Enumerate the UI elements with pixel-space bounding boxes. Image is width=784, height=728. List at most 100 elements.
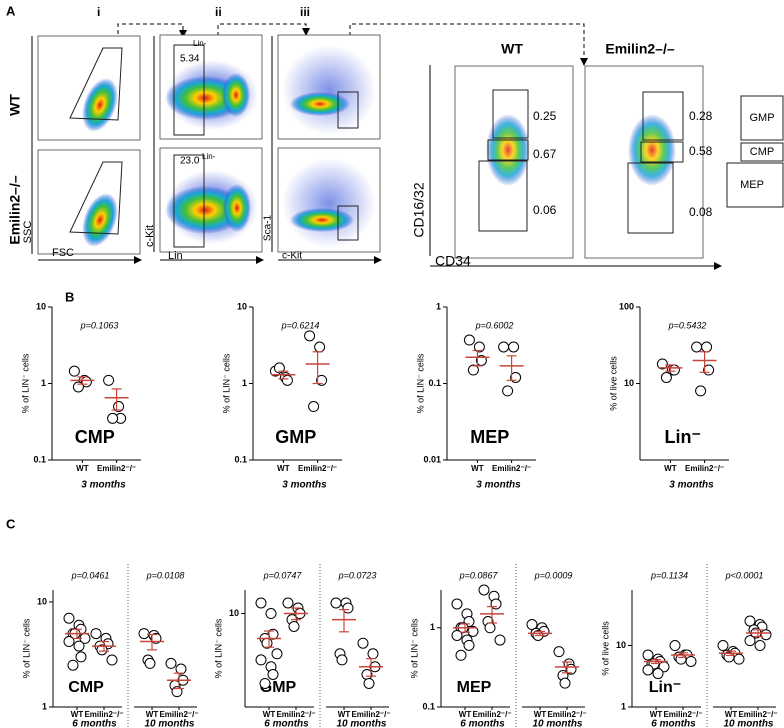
axis-label: c-Kit (282, 251, 302, 262)
gate (173, 154, 205, 248)
chart-title: CMP (68, 679, 104, 696)
gate (337, 91, 359, 129)
chart-title: GMP (275, 427, 316, 447)
panel-label: B (65, 289, 74, 304)
legend-label: GMP (749, 112, 774, 124)
data-point (106, 654, 118, 666)
gate (627, 162, 674, 234)
y-tick-label: 10 (36, 301, 46, 311)
data-point (68, 365, 80, 377)
data-point (314, 341, 326, 353)
p-value: p=0.0009 (534, 570, 573, 580)
gate-value: 0.58 (689, 144, 713, 158)
data-point (760, 629, 772, 641)
gate-label: Lin- (202, 152, 216, 161)
axis-label: FSC (52, 247, 74, 259)
gate-value: 0.67 (533, 147, 557, 161)
data-point (463, 334, 475, 346)
p-value: p=0.0723 (338, 570, 377, 580)
gate (487, 139, 529, 161)
axis-label: Lin (168, 250, 183, 262)
data-point (255, 597, 267, 609)
density (290, 208, 354, 232)
column-title: Emilin2–/– (605, 41, 674, 57)
data-point (63, 612, 75, 624)
data-point (498, 341, 510, 353)
data-point (175, 663, 187, 675)
data-point (357, 637, 369, 649)
data-point (308, 401, 320, 413)
x-tick-label: Emilin2⁻/⁻ (276, 710, 315, 719)
p-value: p=0.0867 (459, 570, 499, 580)
density (628, 114, 676, 186)
y-tick-label: 0.01 (423, 454, 441, 464)
legend-box (740, 142, 784, 162)
data-point (451, 598, 463, 610)
x-tick-label: Emilin2⁻/⁻ (97, 464, 136, 473)
x-tick-label: Emilin2⁻/⁻ (84, 710, 123, 719)
p-value: p=0.6214 (281, 320, 320, 330)
y-tick-label: 10 (624, 378, 634, 388)
data-point (473, 341, 485, 353)
gate (478, 160, 528, 232)
period: 10 months (336, 719, 386, 728)
period: 10 months (532, 719, 582, 728)
x-tick-label: WT (471, 464, 484, 473)
axis-label: Sca-1 (263, 215, 274, 242)
y-tick-label: 10 (37, 596, 47, 606)
y-tick-label: 1 (41, 378, 46, 388)
data-point (73, 640, 85, 652)
axis-label: CD16/32 (411, 182, 427, 237)
legend-box (726, 162, 784, 208)
axis-label: c-Kit (144, 225, 156, 247)
data-point (526, 619, 538, 631)
y-tick-label: 1 (621, 701, 626, 711)
data-point (363, 677, 375, 689)
arrow (217, 23, 310, 36)
data-point (733, 653, 745, 665)
chart-title: MEP (457, 679, 492, 696)
p-value: p=0.0108 (146, 570, 185, 580)
step-label: ii (215, 5, 222, 19)
panel-a: A i ii iii WT Emilin2–/– SSC FSC Lin- 5.… (6, 3, 784, 270)
y-tick-label: 0.1 (33, 454, 46, 464)
chart-title: CMP (75, 427, 115, 447)
data-point (642, 664, 654, 676)
y-tick-label: 0.1 (428, 378, 441, 388)
data-point (304, 330, 316, 342)
y-axis-label: % of LIN⁻ cells (20, 353, 30, 413)
x-tick-label: Emilin2⁻/⁻ (663, 710, 702, 719)
period: 3 months (669, 480, 714, 491)
data-point (467, 364, 479, 376)
data-point (171, 686, 183, 698)
data-point (559, 677, 571, 689)
y-axis-label: % of LIN⁻ cells (213, 618, 223, 678)
density (282, 45, 376, 135)
gate-value: 23.0 (180, 156, 200, 167)
p-value: p=0.1134 (650, 570, 688, 580)
x-tick-label: WT (71, 710, 84, 719)
x-tick-label: WT (459, 710, 472, 719)
data-point (103, 374, 115, 386)
row-label: Emilin2–/– (7, 175, 23, 244)
x-tick-label: Emilin2⁻/⁻ (738, 710, 777, 719)
gate-value: 0.08 (689, 205, 713, 219)
data-point (484, 622, 496, 634)
data-point (67, 659, 79, 671)
data-point (336, 654, 348, 666)
data-point (478, 584, 490, 596)
gate-value: 0.25 (533, 109, 557, 123)
data-point (259, 677, 271, 689)
x-tick-label: Emilin2⁻/⁻ (685, 464, 724, 473)
data-point (288, 621, 300, 633)
density (486, 114, 530, 186)
y-tick-label: 10 (229, 608, 239, 618)
period: 6 months (264, 719, 309, 728)
y-tick-label: 1 (430, 622, 435, 632)
x-tick-label: Emilin2⁻/⁻ (351, 710, 390, 719)
y-axis-label: % of live cells (608, 356, 618, 411)
y-tick-label: 1 (436, 301, 441, 311)
y-axis-label: % of LIN⁻ cells (221, 353, 231, 413)
p-value: p=0.6002 (475, 320, 514, 330)
